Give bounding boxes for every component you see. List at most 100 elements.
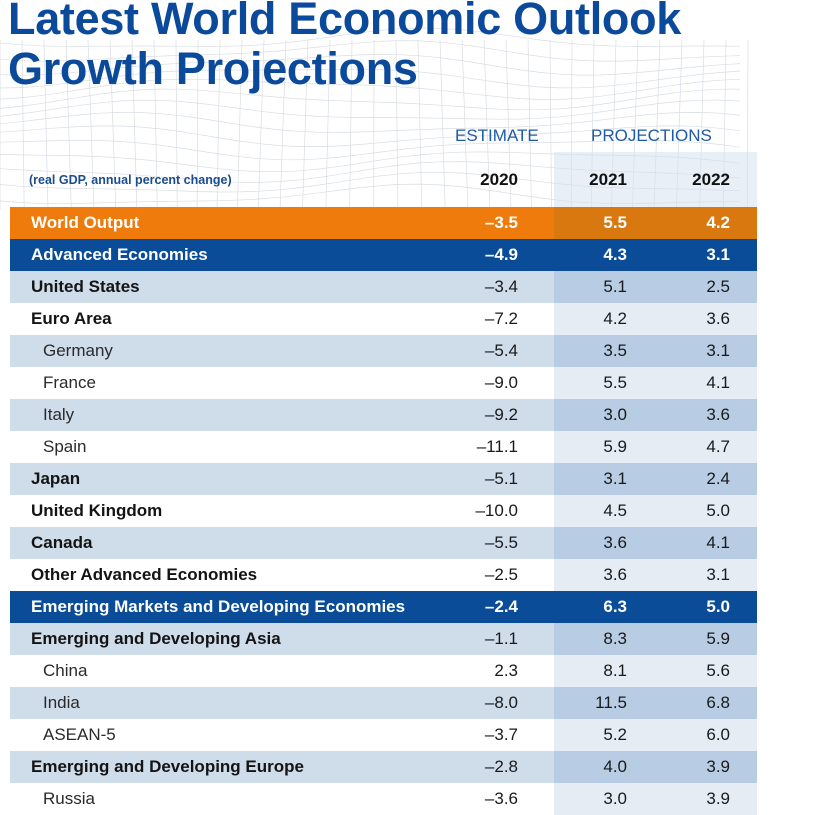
value-2021: 5.9 <box>603 437 627 456</box>
row-label: India <box>43 693 80 712</box>
table-row: ASEAN-5 –3.7 5.2 6.0 <box>10 719 757 751</box>
value-2022: 3.9 <box>706 789 730 808</box>
row-label: Emerging and Developing Asia <box>31 629 281 648</box>
projection-cell-shade <box>554 399 757 431</box>
title-line-1: Latest World Economic Outlook <box>8 0 682 44</box>
value-2020: –3.6 <box>484 789 518 808</box>
table-row: Euro Area –7.2 4.2 3.6 <box>10 303 757 335</box>
year-header-2022: 2022 <box>692 170 730 189</box>
value-2020: –2.5 <box>484 565 518 584</box>
value-2021: 4.3 <box>603 245 627 264</box>
projection-cell-shade <box>554 431 757 463</box>
projection-cell-shade <box>554 623 757 655</box>
value-2022: 5.6 <box>706 661 730 680</box>
value-2022: 3.1 <box>706 341 730 360</box>
value-2020: –5.1 <box>484 469 518 488</box>
value-2022: 3.6 <box>706 309 730 328</box>
projection-cell-shade <box>554 719 757 751</box>
value-2022: 5.9 <box>706 629 730 648</box>
value-2021: 3.5 <box>603 341 627 360</box>
table-row: World Output –3.5 5.5 4.2 <box>10 207 757 239</box>
table-row: Advanced Economies –4.9 4.3 3.1 <box>10 239 757 271</box>
table-row: United States –3.4 5.1 2.5 <box>10 271 757 303</box>
table-row: Italy –9.2 3.0 3.6 <box>10 399 757 431</box>
projection-cell-shade <box>554 463 757 495</box>
value-2020: –8.0 <box>484 693 518 712</box>
value-2020: –3.5 <box>484 213 518 232</box>
value-2021: 11.5 <box>595 693 627 712</box>
value-2020: –2.4 <box>484 597 518 616</box>
row-label: Germany <box>43 341 113 360</box>
value-2022: 3.6 <box>706 405 730 424</box>
value-2020: –3.7 <box>484 725 518 744</box>
row-label: Italy <box>43 405 75 424</box>
value-2022: 5.0 <box>706 597 730 616</box>
projection-cell-shade <box>554 591 757 623</box>
table-row: United Kingdom –10.0 4.5 5.0 <box>10 495 757 527</box>
row-label: France <box>43 373 96 392</box>
value-2021: 3.6 <box>603 533 627 552</box>
table-row: India –8.0 11.5 6.8 <box>10 687 757 719</box>
value-2021: 3.0 <box>603 405 627 424</box>
year-header-2021: 2021 <box>589 170 627 189</box>
value-2021: 5.1 <box>603 277 627 296</box>
value-2020: –7.2 <box>484 309 518 328</box>
value-2022: 3.1 <box>706 565 730 584</box>
value-2022: 3.9 <box>706 757 730 776</box>
projection-cell-shade <box>554 783 757 815</box>
projections-header-shade <box>554 152 757 207</box>
value-2021: 8.1 <box>603 661 627 680</box>
value-2022: 4.7 <box>706 437 730 456</box>
row-label: Advanced Economies <box>31 245 208 264</box>
value-2022: 6.8 <box>706 693 730 712</box>
value-2020: –9.0 <box>484 373 518 392</box>
row-label: Spain <box>43 437 87 456</box>
value-2020: –1.1 <box>484 629 518 648</box>
value-2022: 6.0 <box>706 725 730 744</box>
row-label: Other Advanced Economies <box>31 565 258 584</box>
projection-cell-shade <box>554 495 757 527</box>
table-row: Germany –5.4 3.5 3.1 <box>10 335 757 367</box>
table-row: Spain –11.1 5.9 4.7 <box>10 431 757 463</box>
row-label: Emerging and Developing Europe <box>31 757 304 776</box>
projection-cell-shade <box>554 559 757 591</box>
row-label: Japan <box>31 469 81 488</box>
projection-cell-shade <box>554 527 757 559</box>
table-row: Emerging Markets and Developing Economie… <box>10 591 757 623</box>
row-label: Emerging Markets and Developing Economie… <box>31 597 406 616</box>
value-2021: 4.5 <box>603 501 627 520</box>
value-2020: –11.1 <box>476 437 518 456</box>
value-2020: 2.3 <box>494 661 518 680</box>
row-label: Euro Area <box>31 309 112 328</box>
estimate-header: ESTIMATE <box>455 126 539 145</box>
projection-cell-shade <box>554 335 757 367</box>
value-2020: –2.8 <box>484 757 518 776</box>
row-label: ASEAN-5 <box>43 725 116 744</box>
value-2021: 5.5 <box>603 213 627 232</box>
row-label: United States <box>31 277 140 296</box>
row-label: World Output <box>31 213 140 232</box>
row-label: Canada <box>31 533 93 552</box>
value-2021: 5.5 <box>603 373 627 392</box>
value-2022: 4.2 <box>706 213 730 232</box>
value-2021: 3.6 <box>603 565 627 584</box>
projection-cell-shade <box>554 751 757 783</box>
title-line-2: Growth Projections <box>8 43 418 94</box>
projection-cell-shade <box>554 303 757 335</box>
table-row: Emerging and Developing Europe –2.8 4.0 3.9 <box>10 751 757 783</box>
page-title: Latest World Economic Outlook Growth Pro… <box>8 0 681 94</box>
value-2020: –5.4 <box>484 341 518 360</box>
value-2020: –3.4 <box>484 277 518 296</box>
value-2020: –5.5 <box>484 533 518 552</box>
table-row: Emerging and Developing Asia –1.1 8.3 5.9 <box>10 623 757 655</box>
value-2022: 5.0 <box>706 501 730 520</box>
projection-cell-shade <box>554 367 757 399</box>
projection-cell-shade <box>554 239 757 271</box>
value-2022: 2.5 <box>706 277 730 296</box>
table-row: Russia –3.6 3.0 3.9 <box>10 783 757 815</box>
value-2022: 4.1 <box>706 533 730 552</box>
row-label: Russia <box>43 789 95 808</box>
value-2021: 5.2 <box>603 725 627 744</box>
value-2021: 4.0 <box>603 757 627 776</box>
value-2020: –9.2 <box>484 405 518 424</box>
